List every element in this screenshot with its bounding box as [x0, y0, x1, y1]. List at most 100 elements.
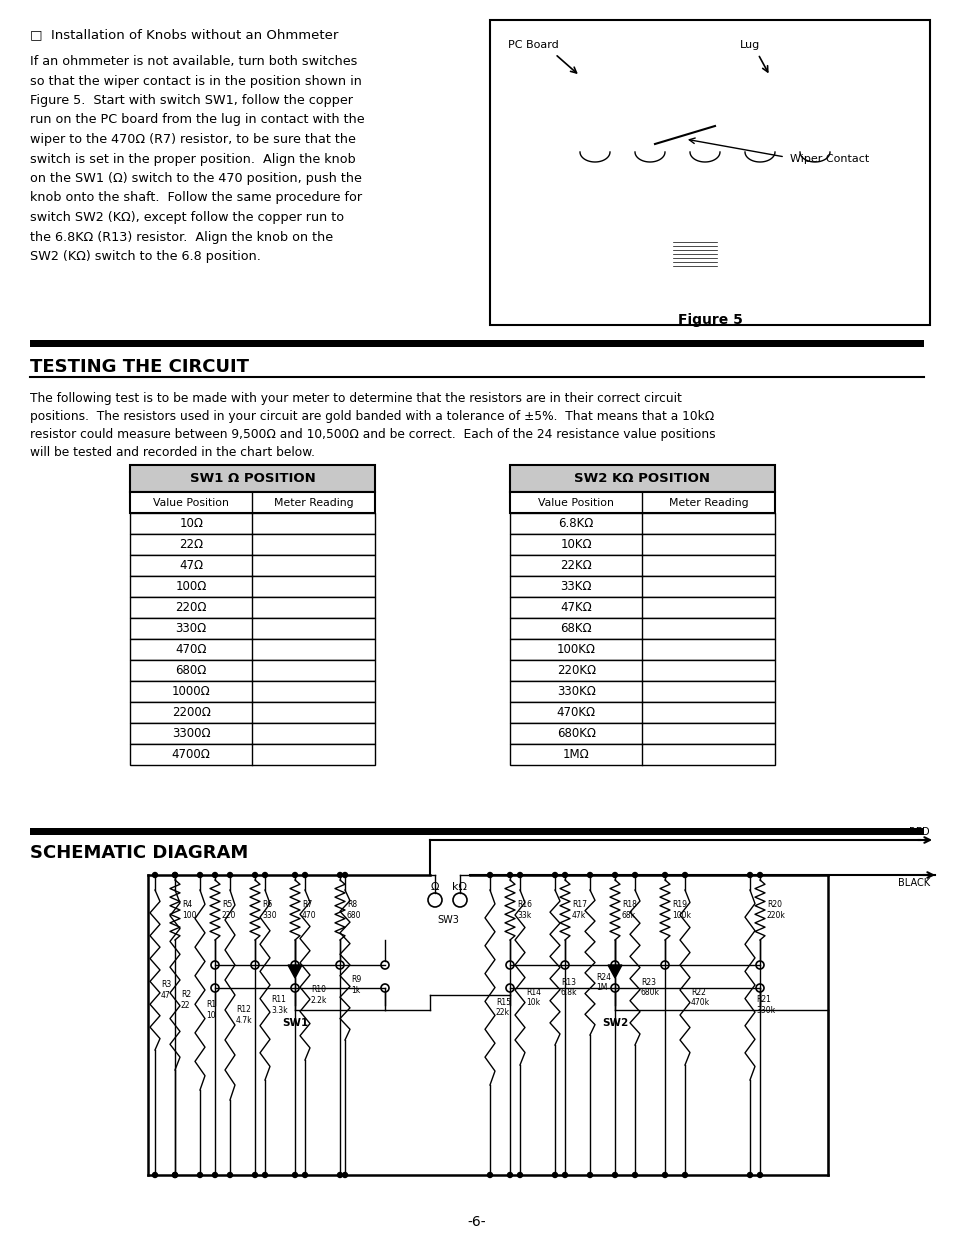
Circle shape [587, 1172, 592, 1177]
Bar [749, 52, 767, 74]
Text: Value Position: Value Position [153, 498, 229, 508]
Bar [510, 492, 774, 513]
Text: TESTING THE CIRCUIT: TESTING THE CIRCUIT [30, 358, 249, 375]
Bar [780, 109, 797, 124]
Bar [490, 20, 929, 325]
Circle shape [487, 1172, 492, 1177]
Text: R13
6.8k: R13 6.8k [560, 978, 577, 997]
Bar [130, 743, 375, 764]
Bar [510, 638, 774, 659]
Text: on the SW1 (Ω) switch to the 470 position, push the: on the SW1 (Ω) switch to the 470 positio… [30, 172, 361, 185]
Text: Ω: Ω [431, 882, 438, 892]
Text: R18
68k: R18 68k [621, 900, 637, 920]
Text: 220Ω: 220Ω [175, 601, 207, 614]
Bar [130, 534, 375, 555]
Text: 2200Ω: 2200Ω [172, 706, 211, 719]
Bar [130, 466, 375, 492]
Bar [130, 680, 375, 701]
Text: 220KΩ: 220KΩ [557, 664, 596, 677]
Text: -6-: -6- [467, 1215, 486, 1229]
Text: Wiper Contact: Wiper Contact [789, 154, 868, 164]
Text: so that the wiper contact is in the position shown in: so that the wiper contact is in the posi… [30, 74, 361, 88]
Polygon shape [288, 965, 302, 978]
Text: 330Ω: 330Ω [175, 622, 207, 635]
Circle shape [587, 872, 592, 878]
Bar [130, 597, 375, 618]
Bar [664, 52, 682, 74]
Text: SCHEMATIC DIAGRAM: SCHEMATIC DIAGRAM [30, 844, 248, 862]
Text: R24
1M: R24 1M [596, 973, 610, 992]
Bar [575, 109, 593, 124]
Circle shape [757, 872, 761, 878]
Text: R8
680: R8 680 [347, 900, 361, 920]
Bar [669, 237, 720, 272]
Circle shape [661, 872, 667, 878]
Circle shape [197, 1172, 202, 1177]
Circle shape [507, 1172, 512, 1177]
Text: R22
470k: R22 470k [690, 988, 709, 1008]
Text: 47Ω: 47Ω [179, 559, 203, 572]
Bar [669, 201, 720, 205]
Text: 22Ω: 22Ω [179, 538, 203, 551]
Text: SW2 KΩ POSITION: SW2 KΩ POSITION [574, 472, 710, 485]
Text: RED: RED [908, 827, 929, 837]
Text: 10KΩ: 10KΩ [559, 538, 592, 551]
Bar [510, 618, 774, 638]
Bar [30, 340, 923, 347]
Bar [510, 576, 774, 597]
Text: run on the PC board from the lug in contact with the: run on the PC board from the lug in cont… [30, 114, 364, 126]
Bar [800, 52, 817, 74]
Circle shape [342, 1172, 347, 1177]
Text: 6.8KΩ: 6.8KΩ [558, 517, 594, 530]
Bar [130, 638, 375, 659]
Circle shape [337, 872, 342, 878]
Bar [130, 618, 375, 638]
Text: R19
100k: R19 100k [671, 900, 690, 920]
Bar [510, 743, 774, 764]
Bar [539, 77, 869, 89]
Bar [510, 659, 774, 680]
Bar [510, 680, 774, 701]
Circle shape [632, 872, 637, 878]
Text: R20
220k: R20 220k [766, 900, 785, 920]
Bar [510, 466, 774, 492]
Circle shape [172, 872, 177, 878]
Text: SW2 (KΩ) switch to the 6.8 position.: SW2 (KΩ) switch to the 6.8 position. [30, 249, 260, 263]
Bar [709, 52, 727, 74]
Text: R21
330k: R21 330k [755, 995, 774, 1015]
Bar [679, 233, 709, 242]
Text: SW1: SW1 [281, 1018, 308, 1028]
Circle shape [562, 872, 567, 878]
Circle shape [302, 1172, 307, 1177]
Polygon shape [607, 965, 621, 978]
Bar [130, 555, 375, 576]
Text: 1000Ω: 1000Ω [172, 685, 211, 698]
Text: kΩ: kΩ [452, 882, 467, 892]
Circle shape [152, 1172, 157, 1177]
Circle shape [612, 872, 617, 878]
Bar [567, 128, 821, 135]
Text: Meter Reading: Meter Reading [274, 498, 354, 508]
Bar [559, 104, 829, 169]
Circle shape [612, 1172, 617, 1177]
Circle shape [517, 872, 522, 878]
Bar [510, 722, 774, 743]
Text: SW3: SW3 [436, 915, 458, 925]
Text: 100KΩ: 100KΩ [557, 643, 595, 656]
Text: 1MΩ: 1MΩ [562, 748, 589, 761]
Circle shape [227, 872, 233, 878]
Text: R23
680k: R23 680k [640, 978, 659, 997]
Text: resistor could measure between 9,500Ω and 10,500Ω and be correct.  Each of the 2: resistor could measure between 9,500Ω an… [30, 429, 715, 441]
Circle shape [747, 1172, 752, 1177]
Text: 3300Ω: 3300Ω [172, 727, 211, 740]
Text: R9
1k: R9 1k [351, 976, 361, 994]
Text: 22KΩ: 22KΩ [559, 559, 592, 572]
Circle shape [172, 1172, 177, 1177]
Text: R1
10: R1 10 [206, 1000, 216, 1020]
Text: Figure 5.  Start with switch SW1, follow the copper: Figure 5. Start with switch SW1, follow … [30, 94, 353, 107]
Text: R11
3.3k: R11 3.3k [271, 995, 287, 1015]
Text: BLACK: BLACK [897, 878, 929, 888]
Text: Meter Reading: Meter Reading [668, 498, 748, 508]
Circle shape [747, 872, 752, 878]
Bar [669, 222, 720, 226]
